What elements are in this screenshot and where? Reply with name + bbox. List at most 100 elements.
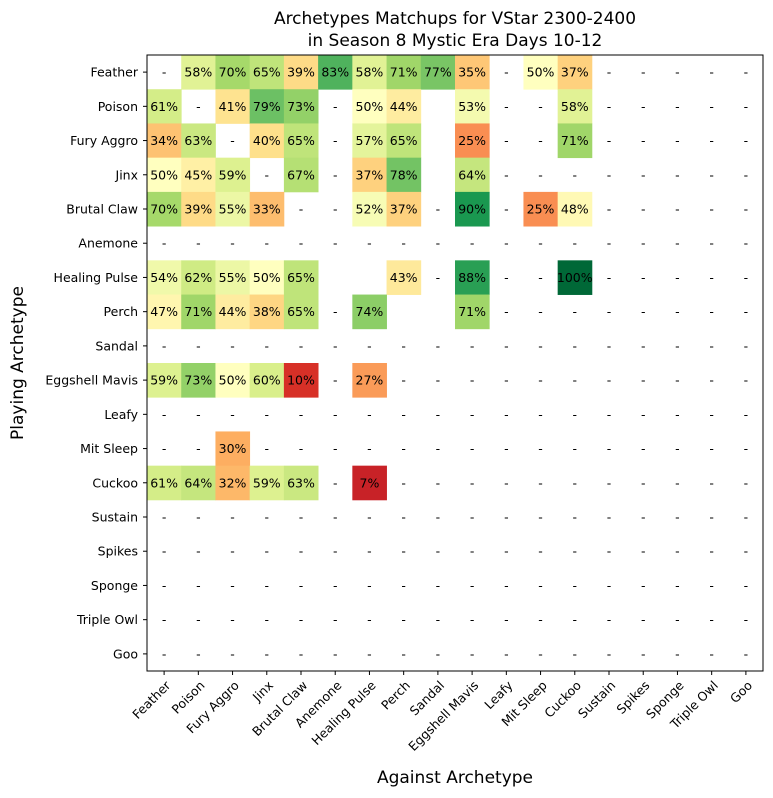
cell-label-sponge-vs-spikes: - <box>641 578 646 593</box>
cell-eggshell-mavis-vs-healing-pulse <box>352 363 387 398</box>
cell-label-triple-owl-vs-healing-pulse: - <box>367 612 372 627</box>
cell-label-anemone-vs-eggshell-mavis: - <box>470 236 475 251</box>
cell-jinx-vs-perch <box>386 157 422 193</box>
cell-label-leafy-vs-feather: - <box>162 407 167 422</box>
cell-label-cuckoo-vs-brutal-claw: 63% <box>287 475 315 490</box>
cell-label-feather-vs-sandal: 77% <box>424 65 452 80</box>
cell-label-leafy-vs-jinx: - <box>265 407 270 422</box>
cell-label-eggshell-mavis-vs-poison: 73% <box>184 373 212 388</box>
cell-label-brutal-claw-vs-mit-sleep: 25% <box>527 202 555 217</box>
cell-feather-vs-fury-aggro <box>215 55 251 90</box>
y-axis-ticks: Feather Poison Fury Aggro Jinx Brutal Claw An… <box>45 65 147 661</box>
cell-brutal-claw-vs-fury-aggro <box>215 191 251 227</box>
cell-label-goo-vs-brutal-claw: - <box>299 646 304 661</box>
plot-frame <box>146 54 764 672</box>
cell-label-triple-owl-vs-mit-sleep: - <box>538 612 543 627</box>
cell-label-cuckoo-vs-leafy: - <box>504 475 509 490</box>
cell-label-mit-sleep-vs-sandal: - <box>436 441 441 456</box>
cell-jinx-vs-fury-aggro <box>215 157 251 193</box>
cell-label-leafy-vs-sustain: - <box>607 407 612 422</box>
cell-label-sandal-vs-sponge: - <box>675 338 680 353</box>
cell-perch-vs-brutal-claw <box>283 294 319 330</box>
cell-label-poison-vs-perch: 44% <box>390 99 418 114</box>
cell-label-sponge-vs-sustain: - <box>607 578 612 593</box>
cell-label-goo-vs-leafy: - <box>504 646 509 661</box>
cell-label-fury-aggro-vs-goo: - <box>744 133 749 148</box>
cell-label-feather-vs-fury-aggro: 70% <box>219 65 247 80</box>
y-tick-label-spikes: Spikes <box>98 544 138 559</box>
cell-fury-aggro-vs-brutal-claw <box>283 123 319 159</box>
cell-label-sandal-vs-feather: - <box>162 338 167 353</box>
cell-label-brutal-claw-vs-fury-aggro: 55% <box>219 202 247 217</box>
cell-label-poison-vs-brutal-claw: 73% <box>287 99 315 114</box>
cell-label-jinx-vs-sponge: - <box>675 167 680 182</box>
cell-label-brutal-claw-vs-perch: 37% <box>390 202 418 217</box>
cell-label-fury-aggro-vs-triple-owl: - <box>709 133 714 148</box>
cell-label-healing-pulse-vs-sponge: - <box>675 270 680 285</box>
cell-label-poison-vs-triple-owl: - <box>709 99 714 114</box>
cell-label-feather-vs-anemone: 83% <box>321 65 349 80</box>
cell-label-mit-sleep-vs-sustain: - <box>607 441 612 456</box>
cell-label-anemone-vs-poison: - <box>196 236 201 251</box>
cell-label-brutal-claw-vs-healing-pulse: 52% <box>356 202 384 217</box>
cell-perch-vs-fury-aggro <box>215 294 251 330</box>
cell-label-sustain-vs-spikes: - <box>641 510 646 525</box>
x-tick-label-jinx: Jinx <box>249 678 276 705</box>
cell-label-eggshell-mavis-vs-brutal-claw: 10% <box>287 373 315 388</box>
cell-label-anemone-vs-fury-aggro: - <box>230 236 235 251</box>
cell-label-triple-owl-vs-feather: - <box>162 612 167 627</box>
cell-label-perch-vs-triple-owl: - <box>709 304 714 319</box>
cell-poison-vs-fury-aggro <box>215 89 251 124</box>
cell-label-sponge-vs-poison: - <box>196 578 201 593</box>
cell-label-mit-sleep-vs-brutal-claw: - <box>299 441 304 456</box>
cell-label-jinx-vs-feather: 50% <box>150 167 178 182</box>
cell-label-healing-pulse-vs-spikes: - <box>641 270 646 285</box>
cell-label-leafy-vs-triple-owl: - <box>709 407 714 422</box>
cell-label-poison-vs-sustain: - <box>607 99 612 114</box>
cell-label-feather-vs-feather: - <box>162 65 167 80</box>
cell-label-sustain-vs-jinx: - <box>265 510 270 525</box>
cell-label-cuckoo-vs-poison: 64% <box>184 475 212 490</box>
cell-label-mit-sleep-vs-sponge: - <box>675 441 680 456</box>
x-tick-label-goo: Goo <box>727 678 755 706</box>
cell-label-sandal-vs-brutal-claw: - <box>299 338 304 353</box>
cell-label-leafy-vs-mit-sleep: - <box>538 407 543 422</box>
cell-label-sustain-vs-triple-owl: - <box>709 510 714 525</box>
cell-label-triple-owl-vs-spikes: - <box>641 612 646 627</box>
cell-label-anemone-vs-anemone: - <box>333 236 338 251</box>
cell-label-perch-vs-sustain: - <box>607 304 612 319</box>
cell-poison-vs-cuckoo <box>557 89 593 124</box>
cell-label-mit-sleep-vs-goo: - <box>744 441 749 456</box>
cell-label-eggshell-mavis-vs-fury-aggro: 50% <box>219 373 247 388</box>
cell-label-jinx-vs-fury-aggro: 59% <box>219 167 247 182</box>
cell-fury-aggro-vs-eggshell-mavis <box>455 123 490 159</box>
cell-label-leafy-vs-sandal: - <box>436 407 441 422</box>
cell-brutal-claw-vs-jinx <box>249 191 285 227</box>
cell-label-sandal-vs-spikes: - <box>641 338 646 353</box>
cell-healing-pulse-vs-cuckoo <box>557 260 593 295</box>
cell-label-triple-owl-vs-eggshell-mavis: - <box>470 612 475 627</box>
cell-label-perch-vs-fury-aggro: 44% <box>219 304 247 319</box>
cell-label-cuckoo-vs-triple-owl: - <box>709 475 714 490</box>
cell-label-cuckoo-vs-cuckoo: - <box>573 475 578 490</box>
cell-cuckoo-vs-healing-pulse <box>352 465 387 501</box>
cell-label-perch-vs-brutal-claw: 65% <box>287 304 315 319</box>
cell-feather-vs-anemone <box>318 55 353 90</box>
y-tick-label-healing-pulse: Healing Pulse <box>54 270 139 285</box>
cell-label-leafy-vs-eggshell-mavis: - <box>470 407 475 422</box>
cell-label-anemone-vs-sustain: - <box>607 236 612 251</box>
cell-label-fury-aggro-vs-spikes: - <box>641 133 646 148</box>
cell-label-mit-sleep-vs-anemone: - <box>333 441 338 456</box>
cell-label-mit-sleep-vs-healing-pulse: - <box>367 441 372 456</box>
cell-label-mit-sleep-vs-leafy: - <box>504 441 509 456</box>
cell-label-spikes-vs-eggshell-mavis: - <box>470 544 475 559</box>
cell-label-goo-vs-anemone: - <box>333 646 338 661</box>
cell-label-sustain-vs-goo: - <box>744 510 749 525</box>
cell-label-poison-vs-feather: 61% <box>150 99 178 114</box>
cell-jinx-vs-healing-pulse <box>352 157 387 193</box>
cell-brutal-claw-vs-feather <box>147 191 182 227</box>
cell-label-fury-aggro-vs-eggshell-mavis: 25% <box>458 133 486 148</box>
cell-label-sponge-vs-goo: - <box>744 578 749 593</box>
cell-label-leafy-vs-goo: - <box>744 407 749 422</box>
